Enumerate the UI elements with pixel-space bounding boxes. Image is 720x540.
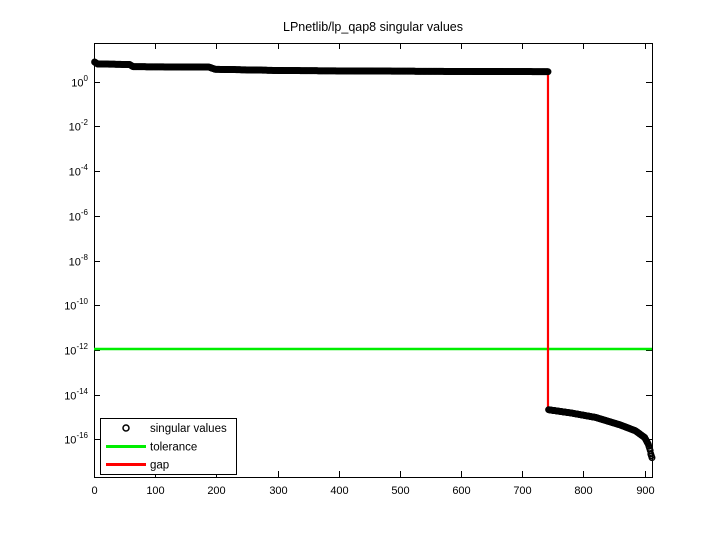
legend-label-singular-values: singular values: [150, 423, 227, 435]
y-tick-label: 100: [71, 74, 88, 90]
chart-title: LPnetlib/lp_qap8 singular values: [283, 20, 463, 34]
y-tick-label: 10-4: [69, 163, 89, 179]
legend-item-tolerance: tolerance: [106, 442, 197, 454]
legend-label-gap: gap: [150, 460, 169, 472]
singular-value-marker: [648, 454, 656, 462]
y-tick-label: 10-8: [69, 253, 89, 269]
x-tick-label: 500: [391, 485, 409, 497]
x-tick-label: 0: [91, 485, 97, 497]
legend-marker-circle-icon: [122, 424, 130, 432]
x-tick-label: 600: [452, 485, 470, 497]
legend: singular values tolerance gap: [100, 418, 237, 475]
legend-label-tolerance: tolerance: [150, 442, 197, 454]
legend-item-gap: gap: [106, 460, 169, 472]
singular-values-series: [91, 58, 656, 462]
y-tick-label: 10-16: [64, 431, 88, 447]
y-axis: 100 10-2 10-4 10-6 10-8 10-10 10-12 10-14 10-16: [64, 74, 652, 447]
x-tick-label: 100: [146, 485, 164, 497]
x-tick-label: 700: [513, 485, 531, 497]
x-tick-label: 300: [269, 485, 287, 497]
y-tick-label: 10-10: [64, 297, 88, 313]
singular-value-marker: [544, 68, 552, 76]
x-tick-label: 200: [207, 485, 225, 497]
y-tick-label: 10-2: [69, 118, 89, 134]
x-axis: 0 100 200 300 400 500 600 700 800 900: [91, 43, 655, 497]
y-tick-label: 10-12: [64, 342, 88, 358]
x-tick-label: 900: [636, 485, 654, 497]
legend-item-singular-values: singular values: [122, 423, 227, 435]
x-tick-label: 800: [574, 485, 592, 497]
x-tick-label: 400: [330, 485, 348, 497]
y-tick-label: 10-6: [69, 208, 89, 224]
axes-box: [94, 43, 653, 478]
y-tick-label: 10-14: [64, 387, 88, 403]
